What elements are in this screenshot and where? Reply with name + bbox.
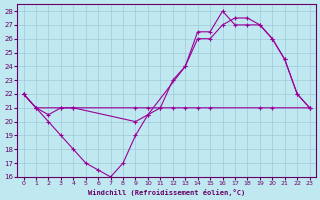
X-axis label: Windchill (Refroidissement éolien,°C): Windchill (Refroidissement éolien,°C) (88, 189, 245, 196)
